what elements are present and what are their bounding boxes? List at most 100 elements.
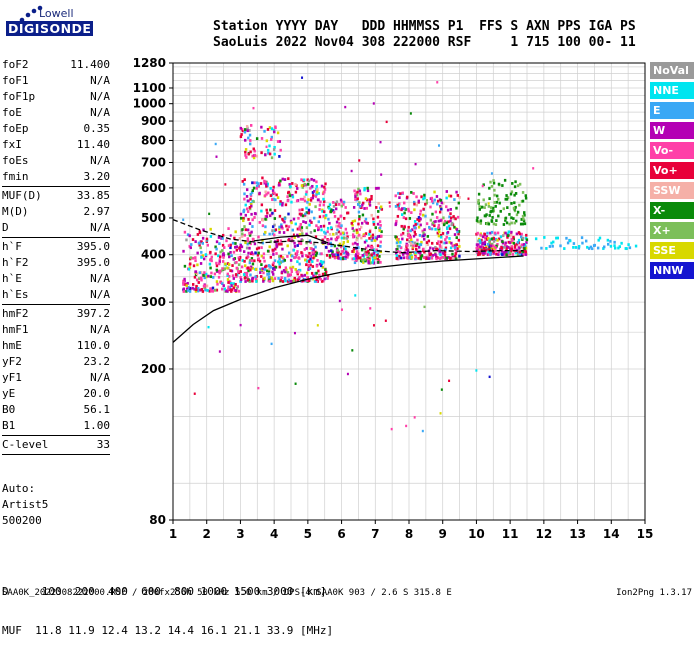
- echo-point: [314, 245, 317, 249]
- echo-point: [315, 224, 318, 228]
- echo-point: [278, 242, 282, 246]
- echo-point: [266, 249, 270, 253]
- echo-point: [370, 253, 373, 257]
- echo-point: [288, 273, 291, 277]
- echo-point: [372, 102, 375, 105]
- echo-point: [321, 241, 324, 245]
- echo-point: [306, 182, 310, 186]
- echo-point: [517, 231, 521, 234]
- echo-point: [330, 226, 333, 230]
- header-labels: Station YYYY DAY DDD HHMMSS P1 FFS S AXN…: [213, 19, 636, 34]
- echo-point: [185, 238, 188, 242]
- echo-point: [481, 235, 485, 239]
- echo-point: [207, 325, 210, 329]
- echo-point: [221, 260, 225, 263]
- echo-point: [269, 208, 272, 212]
- echo-point: [372, 261, 376, 265]
- echo-point: [251, 266, 254, 270]
- param-separator: [2, 454, 110, 455]
- echo-point: [292, 278, 295, 282]
- echo-point: [371, 239, 374, 243]
- echo-point: [255, 137, 259, 141]
- echo-point: [376, 253, 380, 256]
- echo-point: [397, 237, 400, 241]
- echo-point: [540, 246, 543, 250]
- echo-point: [376, 261, 380, 264]
- echo-point: [251, 252, 255, 256]
- echo-point: [423, 228, 426, 232]
- echo-point: [291, 265, 295, 269]
- echo-point: [414, 255, 418, 259]
- echo-point: [355, 198, 358, 202]
- echo-point: [297, 268, 301, 272]
- echo-point: [422, 247, 425, 251]
- echo-point: [494, 245, 498, 249]
- echo-point: [186, 281, 189, 285]
- echo-point: [487, 248, 491, 252]
- echo-point: [482, 234, 486, 237]
- echo-point: [227, 263, 231, 266]
- echo-point: [344, 255, 348, 259]
- echo-point: [297, 256, 300, 260]
- echo-point: [513, 248, 516, 252]
- echo-point: [323, 230, 326, 234]
- echo-point: [246, 237, 250, 241]
- echo-point: [296, 270, 299, 274]
- y-tick-label: 200: [141, 362, 166, 376]
- echo-point: [395, 219, 398, 223]
- echo-point: [304, 212, 307, 216]
- echo-point: [316, 190, 319, 194]
- echo-point: [376, 253, 379, 257]
- echo-point: [497, 182, 501, 186]
- echo-point: [509, 233, 513, 237]
- echo-point: [265, 192, 268, 196]
- echo-point: [488, 246, 491, 250]
- echo-point: [593, 243, 597, 247]
- echo-point: [414, 253, 417, 257]
- echo-point: [272, 128, 276, 132]
- echo-point: [399, 246, 403, 250]
- echo-point: [372, 248, 375, 251]
- echo-point: [239, 275, 242, 279]
- echo-point: [257, 235, 260, 239]
- echo-point: [203, 286, 206, 290]
- echo-point: [374, 236, 377, 239]
- echo-point: [328, 203, 332, 207]
- echo-point: [453, 254, 457, 258]
- echo-point: [412, 244, 415, 248]
- echo-point: [326, 242, 330, 246]
- echo-point: [326, 238, 329, 241]
- echo-point: [434, 220, 437, 223]
- echo-point: [339, 214, 343, 218]
- echo-point: [437, 234, 441, 238]
- echo-point: [358, 233, 361, 237]
- echo-point: [248, 267, 252, 270]
- echo-point: [479, 241, 483, 245]
- echo-point: [446, 230, 450, 234]
- echo-point: [448, 240, 451, 244]
- echo-point: [305, 246, 308, 250]
- echo-point: [332, 209, 335, 212]
- echo-point: [481, 249, 484, 253]
- echo-point: [505, 253, 508, 257]
- echo-point: [210, 259, 213, 263]
- echo-point: [263, 181, 266, 185]
- echo-point: [396, 214, 400, 218]
- echo-point: [512, 241, 516, 245]
- echo-point: [490, 230, 494, 234]
- echo-point: [421, 249, 425, 253]
- echo-point: [200, 271, 203, 274]
- param-row-b1: B1 1.00: [2, 418, 110, 434]
- echo-point: [425, 241, 429, 244]
- echo-point: [449, 257, 452, 261]
- echo-point: [517, 250, 521, 254]
- echo-point: [517, 253, 521, 257]
- echo-point: [286, 195, 289, 199]
- echo-point: [339, 214, 343, 218]
- echo-point: [298, 212, 302, 216]
- echo-point: [374, 256, 377, 260]
- echo-point: [303, 277, 306, 281]
- echo-point: [338, 221, 341, 225]
- echo-point: [194, 270, 198, 274]
- echo-point: [260, 268, 264, 272]
